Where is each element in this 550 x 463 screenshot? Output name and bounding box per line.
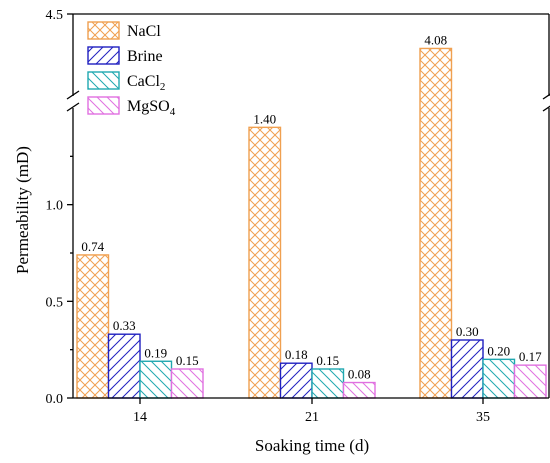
bar-nacl-21 bbox=[248, 126, 282, 399]
bar-mgso4-14 bbox=[170, 368, 204, 399]
legend-swatch-brine bbox=[87, 46, 120, 65]
bar-nacl-14 bbox=[76, 254, 110, 399]
axis-break-mark bbox=[66, 102, 80, 112]
data-label-nacl-14: 0.74 bbox=[81, 239, 104, 254]
data-label-cacl2-14: 0.19 bbox=[144, 345, 167, 360]
bar-brine-21 bbox=[279, 362, 313, 399]
axis-break-mark bbox=[66, 90, 80, 100]
bar-cacl2-14 bbox=[139, 360, 173, 399]
x-axis-label: Soaking time (d) bbox=[255, 436, 369, 455]
data-label-cacl2-35: 0.20 bbox=[487, 343, 510, 358]
bar-brine-14 bbox=[107, 333, 141, 399]
y-tick-label: 4.5 bbox=[46, 8, 64, 23]
legend-label-cacl2: CaCl2 bbox=[127, 73, 165, 93]
bar-mgso4-35 bbox=[513, 364, 547, 399]
legend-label-brine: Brine bbox=[127, 48, 163, 65]
data-label-mgso4-21: 0.08 bbox=[348, 367, 371, 382]
data-label-nacl-35: 4.08 bbox=[424, 32, 447, 47]
data-label-mgso4-35: 0.17 bbox=[519, 349, 542, 364]
legend-swatch-mgso4 bbox=[87, 96, 120, 115]
legend-swatch-nacl bbox=[87, 21, 120, 40]
y-tick-label: 0.5 bbox=[46, 295, 64, 310]
data-label-brine-14: 0.33 bbox=[113, 318, 136, 333]
axes-layer: 0.0 0.5 1.0 4.5 14 21 35 bbox=[46, 8, 550, 425]
axis-break-mark bbox=[542, 105, 550, 112]
bar-brine-35 bbox=[450, 339, 484, 399]
labels-layer: 0.74 0.33 0.19 0.15 1.40 0.18 0.15 0.08 4.08 0.30… bbox=[81, 32, 542, 381]
legend: NaCl Brine CaCl2 MgSO4 bbox=[87, 21, 176, 118]
y-tick-label: 0.0 bbox=[46, 392, 64, 407]
bar-cacl2-35 bbox=[482, 358, 516, 399]
data-label-cacl2-21: 0.15 bbox=[316, 353, 339, 368]
data-label-brine-21: 0.18 bbox=[285, 347, 308, 362]
legend-swatch-cacl2 bbox=[87, 71, 120, 90]
bar-mgso4-21 bbox=[342, 381, 376, 399]
bar-cacl2-21 bbox=[311, 368, 345, 399]
data-label-nacl-21: 1.40 bbox=[253, 111, 276, 126]
x-tick-label-35: 35 bbox=[476, 410, 490, 425]
legend-label-mgso4: MgSO4 bbox=[127, 98, 176, 118]
data-label-brine-35: 0.30 bbox=[456, 324, 479, 339]
y-tick-label: 1.0 bbox=[46, 199, 64, 214]
y-axis-label: Permeability (mD) bbox=[13, 146, 32, 274]
bars-layer bbox=[76, 47, 547, 399]
bar-nacl-35 bbox=[419, 47, 453, 399]
axis-break-mark bbox=[542, 93, 550, 100]
x-tick-label-21: 21 bbox=[305, 410, 319, 425]
data-label-mgso4-14: 0.15 bbox=[176, 353, 199, 368]
x-tick-label-14: 14 bbox=[133, 410, 147, 425]
legend-label-nacl: NaCl bbox=[127, 23, 161, 40]
